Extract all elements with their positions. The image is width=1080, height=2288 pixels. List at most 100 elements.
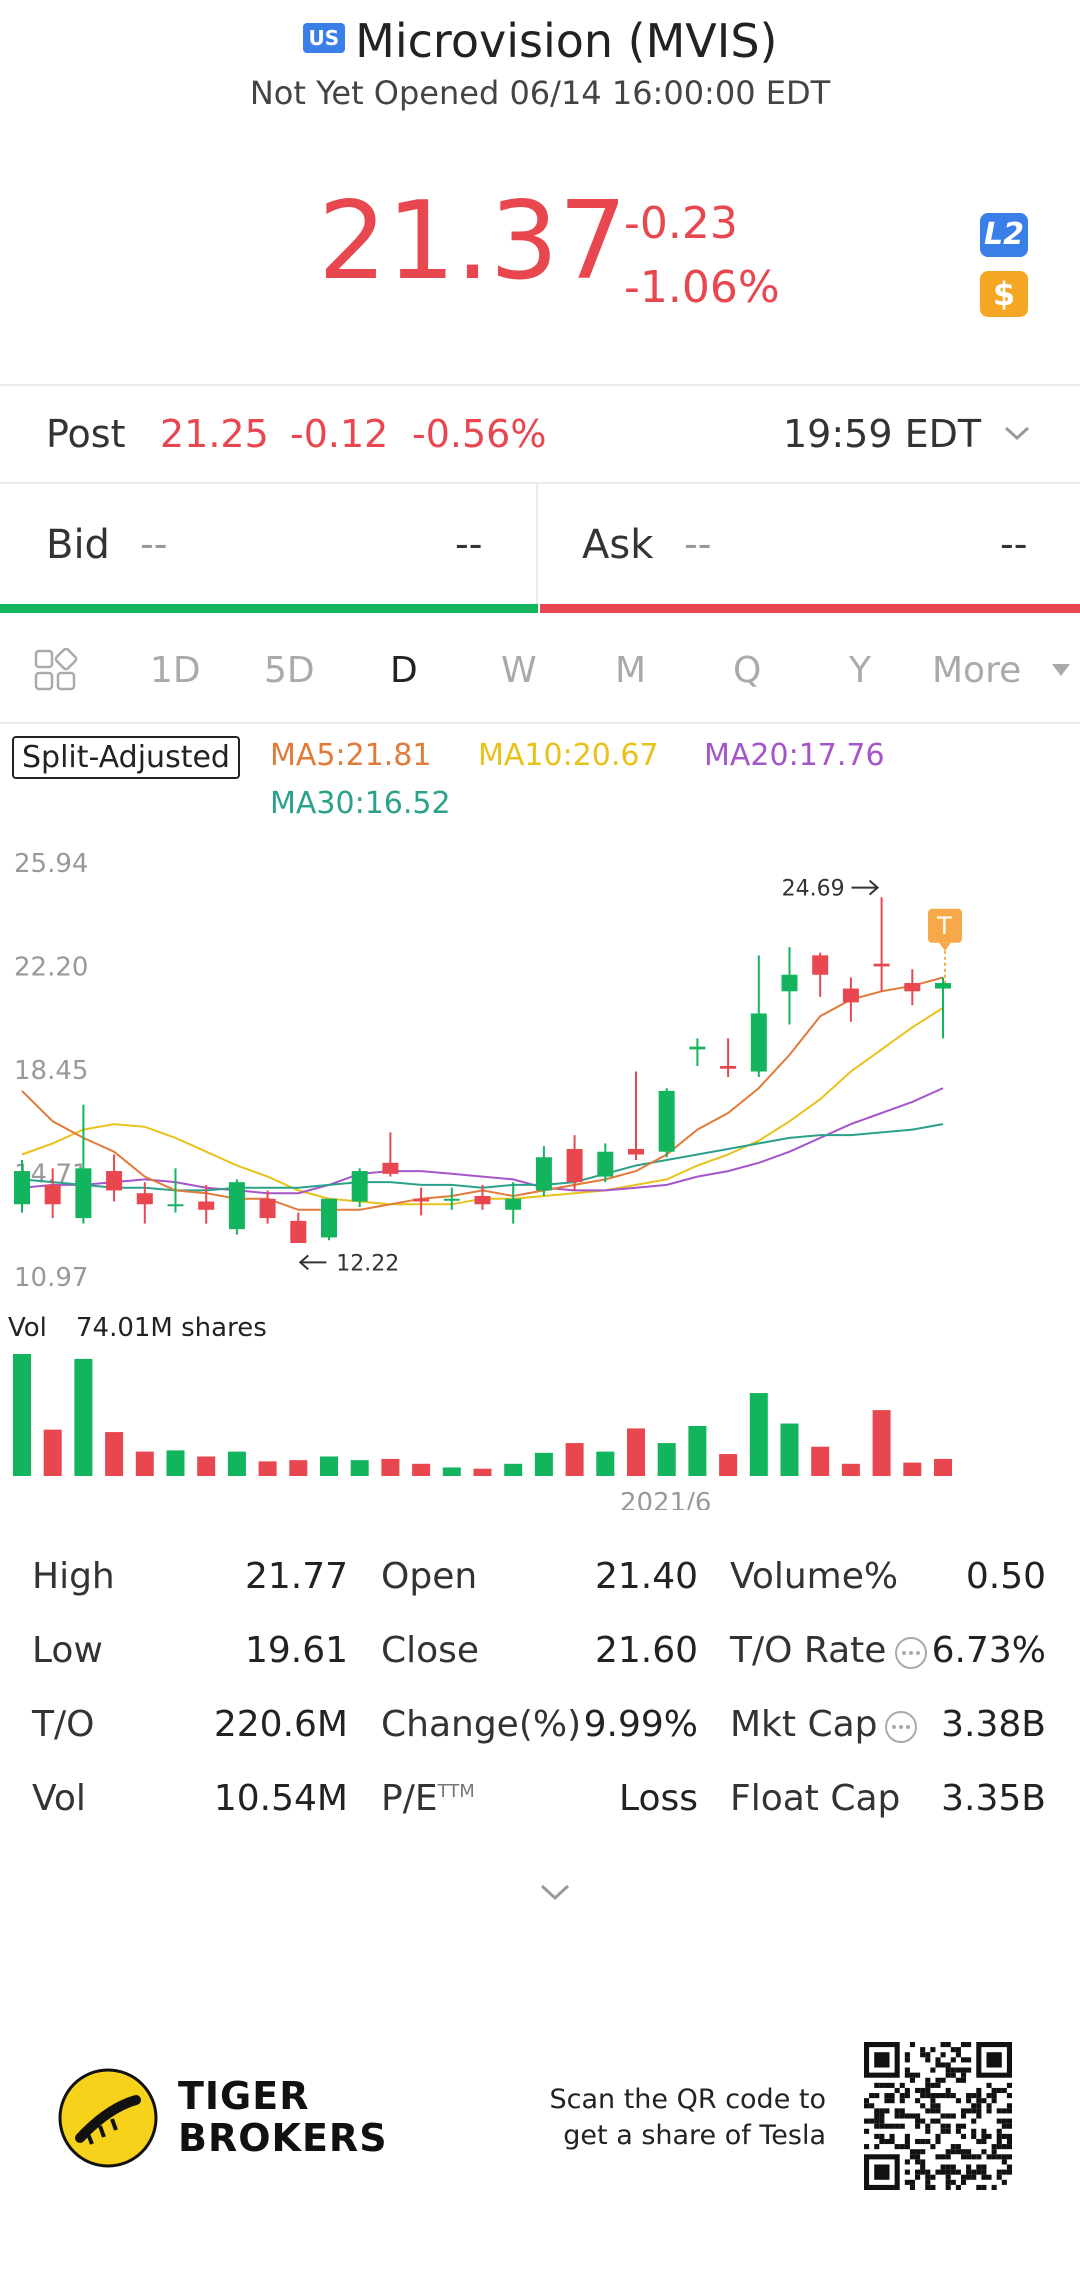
high-annotation: 24.69 [782, 877, 845, 902]
trade-marker-pointer [939, 942, 951, 951]
arrow-right-icon [868, 879, 880, 896]
candle-body [259, 1198, 276, 1219]
more-info-icon[interactable] [894, 1636, 928, 1670]
candle-body [689, 1046, 706, 1050]
moving-average-lines [21, 976, 944, 1211]
stock-title-row: US Microvision (MVIS) [0, 14, 1080, 68]
qr-caption-line2: get a share of Tesla [563, 2120, 826, 2151]
candles [14, 897, 951, 1243]
layout-grid-icon[interactable] [33, 648, 79, 694]
candle-body [873, 963, 890, 967]
stat-close-label: Close [381, 1630, 480, 1671]
tab-y[interactable]: Y [849, 650, 871, 691]
candle-body [781, 974, 798, 992]
candle-body [44, 1184, 61, 1205]
market-status: Not Yet Opened 06/14 16:00:00 EDT [249, 74, 831, 112]
bid-ratio-bar [0, 604, 538, 613]
stat-to-value: 220.6M [213, 1704, 348, 1745]
candle-body [566, 1148, 583, 1183]
tab-w[interactable]: W [501, 650, 537, 691]
volume-bar [135, 1451, 154, 1476]
post-time: 19:59 EDT [783, 412, 982, 456]
caret-down-icon[interactable] [1052, 664, 1070, 676]
candle-body [535, 1157, 552, 1191]
chevron-down-icon[interactable] [1002, 418, 1032, 448]
candle-body [720, 1065, 737, 1069]
volume-bar [565, 1443, 584, 1476]
stat-close-value: 21.60 [594, 1630, 698, 1671]
ma10-line [21, 1007, 944, 1206]
trade-marker-label: T [936, 912, 952, 940]
volume-bar [934, 1458, 952, 1476]
brand-name-line2: BROKERS [178, 2116, 388, 2160]
y-tick-label: 18.45 [14, 1056, 88, 1086]
volume-bar [872, 1410, 891, 1476]
stat-open-value: 21.40 [594, 1556, 698, 1597]
bid-size: -- [455, 522, 483, 566]
candle-body [136, 1193, 153, 1205]
volume-bar [105, 1432, 124, 1476]
tab-d[interactable]: D [390, 650, 418, 691]
tab-more[interactable]: More [932, 650, 1022, 691]
candle-body [290, 1220, 307, 1243]
currency-icon[interactable]: $ [980, 271, 1028, 317]
volume-bar [166, 1450, 185, 1476]
post-market-row[interactable]: Post 21.25 -0.12 -0.56% 19:59 EDT [0, 386, 1080, 482]
candle-body [658, 1090, 675, 1152]
tab-1d[interactable]: 1D [150, 650, 201, 691]
post-change: -0.12 [290, 412, 389, 456]
volume-bar [350, 1460, 369, 1476]
tab-5d[interactable]: 5D [264, 650, 315, 691]
volume-bar [442, 1467, 461, 1476]
volume-bar [780, 1423, 799, 1476]
volume-bar [43, 1429, 62, 1476]
ask-price: -- [684, 522, 712, 566]
chart-annotations: 24.69 12.22 T [298, 877, 962, 1276]
ma20-line [21, 1087, 944, 1195]
last-price: 21.37 [318, 179, 628, 304]
stats-grid: High 21.77 Low 19.61 T/O 220.6M Vol 10.5… [0, 1540, 1080, 1840]
chevron-down-icon[interactable] [538, 1880, 572, 1904]
volume-bar [596, 1451, 615, 1476]
tab-q[interactable]: Q [733, 650, 762, 691]
stock-title: Microvision (MVIS) [355, 14, 778, 68]
stat-torate-label: T/O Rate [730, 1630, 887, 1671]
candle-body [750, 1013, 767, 1072]
stat-volpct-value: 0.50 [965, 1556, 1046, 1597]
divider [0, 482, 1080, 484]
more-info-icon[interactable] [884, 1710, 918, 1744]
tab-m[interactable]: M [615, 650, 647, 691]
candle-body [597, 1151, 614, 1177]
y-tick-label: 22.20 [14, 952, 88, 982]
stat-open-label: Open [381, 1556, 478, 1597]
candle-body [228, 1182, 245, 1230]
stat-high-label: High [32, 1556, 115, 1597]
stat-change-value: 9.99% [583, 1704, 698, 1745]
volume-value: 74.01M shares [76, 1313, 267, 1343]
volume-bar [657, 1443, 676, 1476]
level2-icon[interactable]: L2 [980, 213, 1028, 257]
arrow-left-icon [298, 1254, 309, 1271]
x-axis-date-label: 2021/6 [620, 1488, 711, 1510]
candle-body [106, 1171, 123, 1191]
y-tick-label: 10.97 [14, 1263, 88, 1293]
stat-pe-value: Loss [619, 1778, 698, 1819]
price-change-pct: -1.06% [624, 262, 780, 313]
trade-marker [928, 908, 962, 943]
ma20-value: MA20:17.76 [704, 738, 885, 773]
candle-body [198, 1201, 215, 1210]
divider [0, 722, 1080, 724]
candle-body [413, 1198, 430, 1202]
price-change: -0.23 [624, 198, 738, 249]
stat-pe-label: P/ETTM [381, 1778, 475, 1819]
volume-bar [627, 1428, 645, 1476]
divider [0, 384, 1080, 386]
stat-volpct-label: Volume% [730, 1556, 899, 1597]
stat-high-value: 21.77 [244, 1556, 348, 1597]
volume-bar [320, 1456, 338, 1476]
volume-bar [841, 1463, 860, 1476]
candle-body [382, 1162, 399, 1174]
split-adjusted-toggle[interactable]: Split-Adjusted [12, 736, 240, 779]
